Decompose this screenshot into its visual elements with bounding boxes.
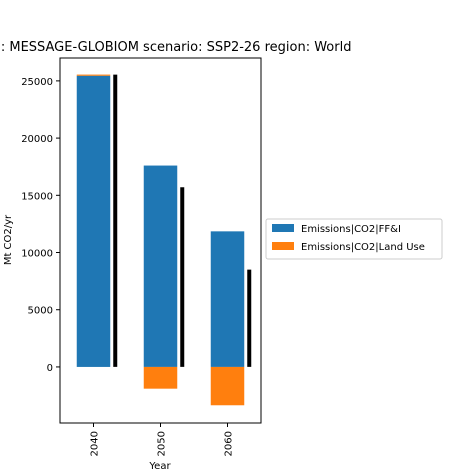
bar-ffi-2050 [143, 165, 178, 367]
plot-frame [59, 57, 262, 424]
legend-box [265, 218, 443, 260]
bar-land-use-2040 [76, 74, 111, 76]
legend-label: Emissions|CO2|FF&I [301, 224, 401, 235]
x-tick-label: 2050 [157, 431, 168, 456]
bar-land-use-2050 [143, 366, 178, 389]
y-tick-label: 10000 [21, 249, 53, 260]
bar-land-use-2060 [210, 366, 245, 406]
bar-ffi-2060 [210, 231, 245, 367]
legend-label: Emissions|CO2|Land Use [301, 242, 425, 253]
y-tick-label: 20000 [21, 134, 53, 145]
chart-title: I: MESSAGE-GLOBIOM scenario: SSP2-26 reg… [0, 40, 351, 55]
y-tick-label: 5000 [28, 306, 53, 317]
y-axis-label: Mt CO2/yr [3, 214, 14, 265]
x-tick-label: 2060 [224, 431, 235, 456]
y-tick-label: 0 [47, 363, 53, 374]
y-tick-label: 25000 [21, 77, 53, 88]
bar-ffi-2040 [76, 75, 111, 367]
legend: Emissions|CO2|FF&I Emissions|CO2|Land Use [265, 218, 443, 260]
legend-swatch [272, 224, 294, 232]
x-tick-label: 2040 [90, 431, 101, 456]
y-tick-label: 15000 [21, 191, 53, 202]
x-axis-label: Year [148, 461, 171, 472]
plot-area: 0 5000 10000 15000 20000 25000 2040 2050 2060 [21, 74, 252, 456]
legend-swatch [272, 242, 294, 250]
